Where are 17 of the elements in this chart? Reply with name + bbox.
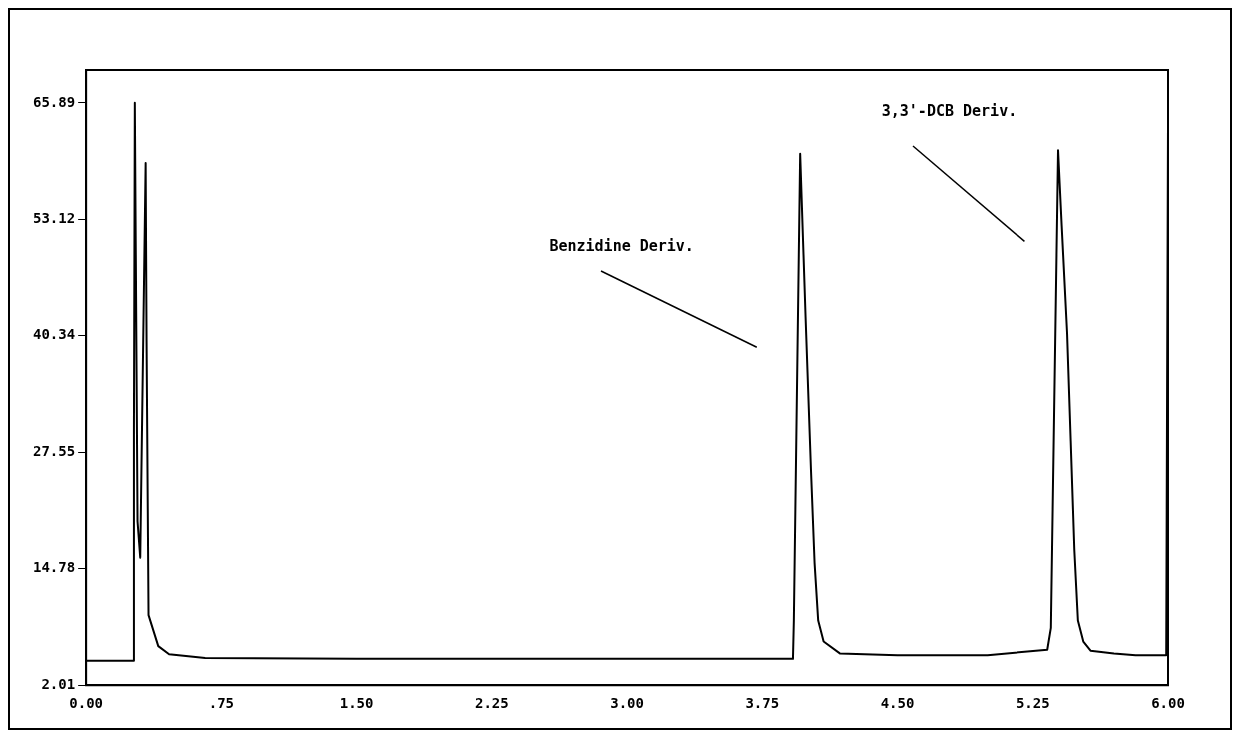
y-tick-label: 40.34 [32, 326, 76, 343]
y-tick-label: 14.78 [32, 559, 76, 576]
x-tick-label: .75 [208, 695, 235, 712]
y-tick-label: 65.89 [32, 93, 76, 110]
y-tick-label: 27.55 [32, 443, 76, 460]
x-tick-label: 4.50 [880, 695, 915, 712]
x-tick-label: 6.00 [1151, 695, 1185, 712]
y-tick-label: 2.01 [41, 675, 76, 692]
y-tick-label: 53.12 [32, 209, 76, 226]
x-tick-label: 3.00 [610, 695, 644, 712]
x-tick-label: 2.25 [474, 695, 509, 712]
x-tick-label: 0.00 [69, 695, 103, 712]
annotation: Benzidine Deriv. [549, 236, 694, 255]
x-tick-label: 1.50 [339, 695, 374, 712]
annotation: 3,3'-DCB Deriv. [881, 101, 1018, 120]
x-tick-label: 5.25 [1015, 695, 1050, 712]
x-tick-label: 3.75 [745, 695, 780, 712]
